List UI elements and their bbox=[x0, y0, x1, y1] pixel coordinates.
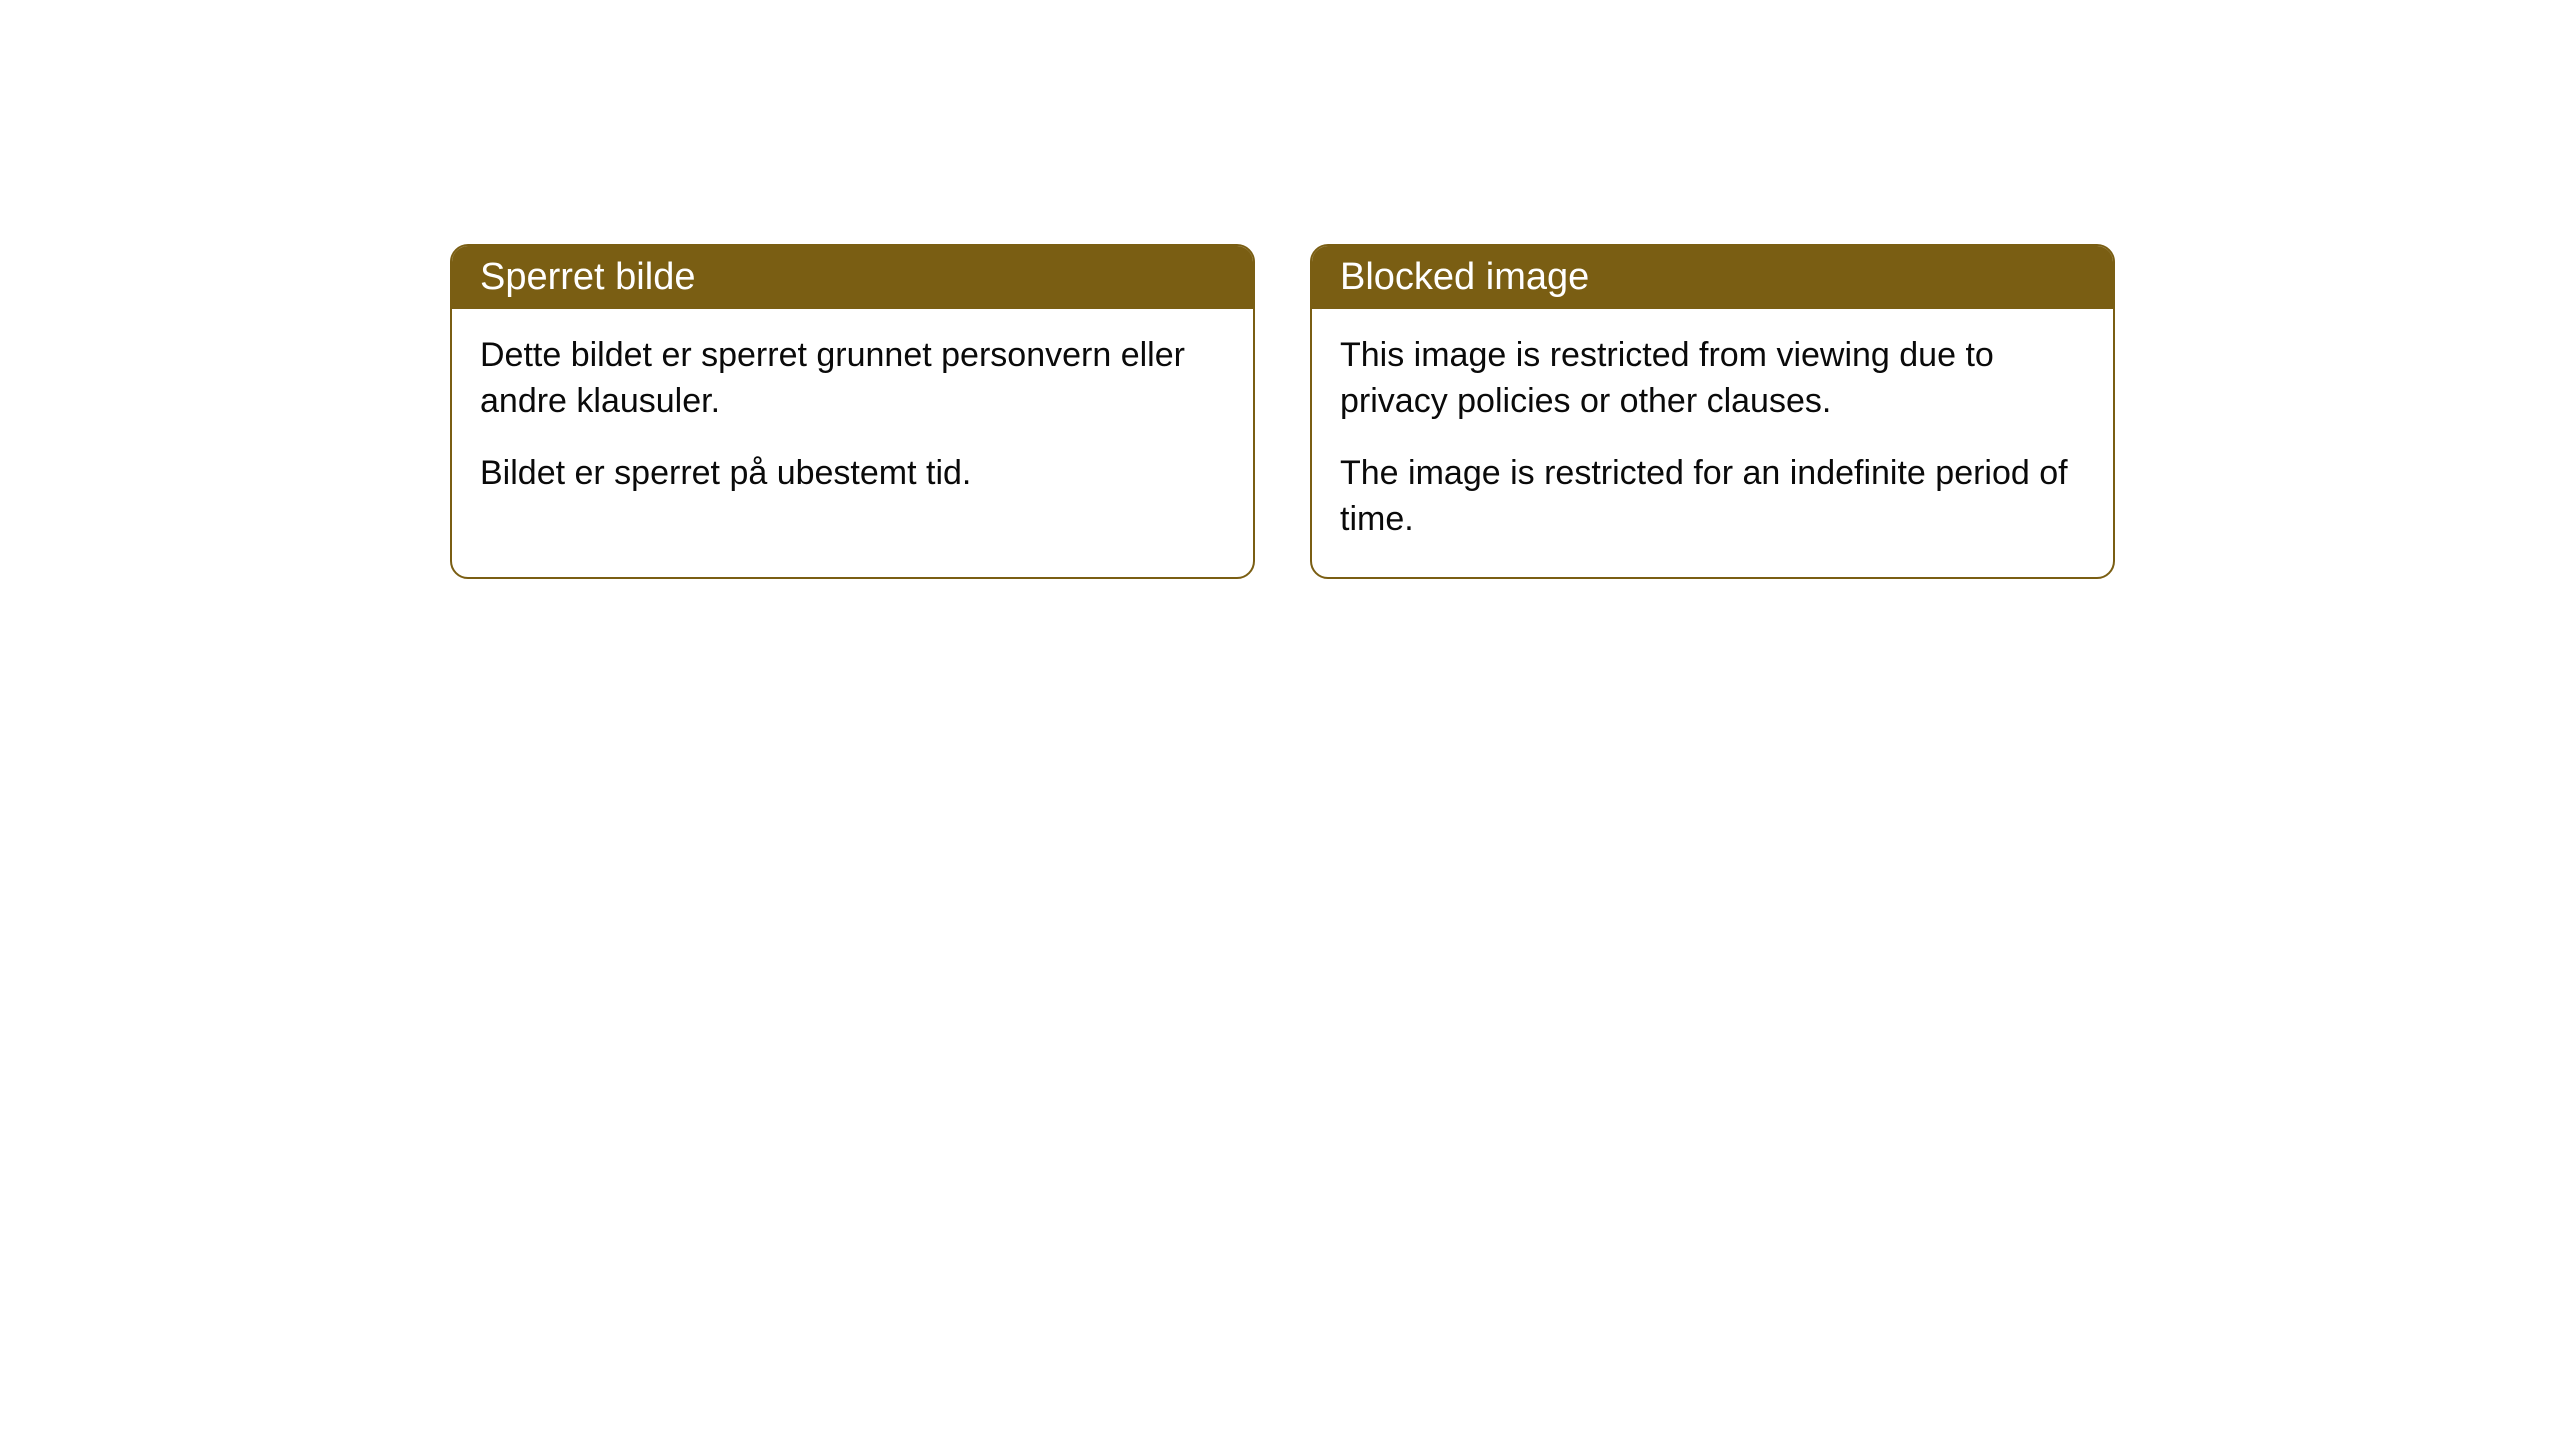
cards-container: Sperret bilde Dette bildet er sperret gr… bbox=[450, 244, 2115, 579]
card-body-norwegian: Dette bildet er sperret grunnet personve… bbox=[452, 309, 1253, 531]
card-norwegian: Sperret bilde Dette bildet er sperret gr… bbox=[450, 244, 1255, 579]
card-english: Blocked image This image is restricted f… bbox=[1310, 244, 2115, 579]
card-title-norwegian: Sperret bilde bbox=[452, 246, 1253, 309]
card-body-english: This image is restricted from viewing du… bbox=[1312, 309, 2113, 577]
card-title-english: Blocked image bbox=[1312, 246, 2113, 309]
card-paragraph: Bildet er sperret på ubestemt tid. bbox=[480, 451, 1225, 497]
card-paragraph: Dette bildet er sperret grunnet personve… bbox=[480, 333, 1225, 425]
card-paragraph: The image is restricted for an indefinit… bbox=[1340, 451, 2085, 543]
card-paragraph: This image is restricted from viewing du… bbox=[1340, 333, 2085, 425]
